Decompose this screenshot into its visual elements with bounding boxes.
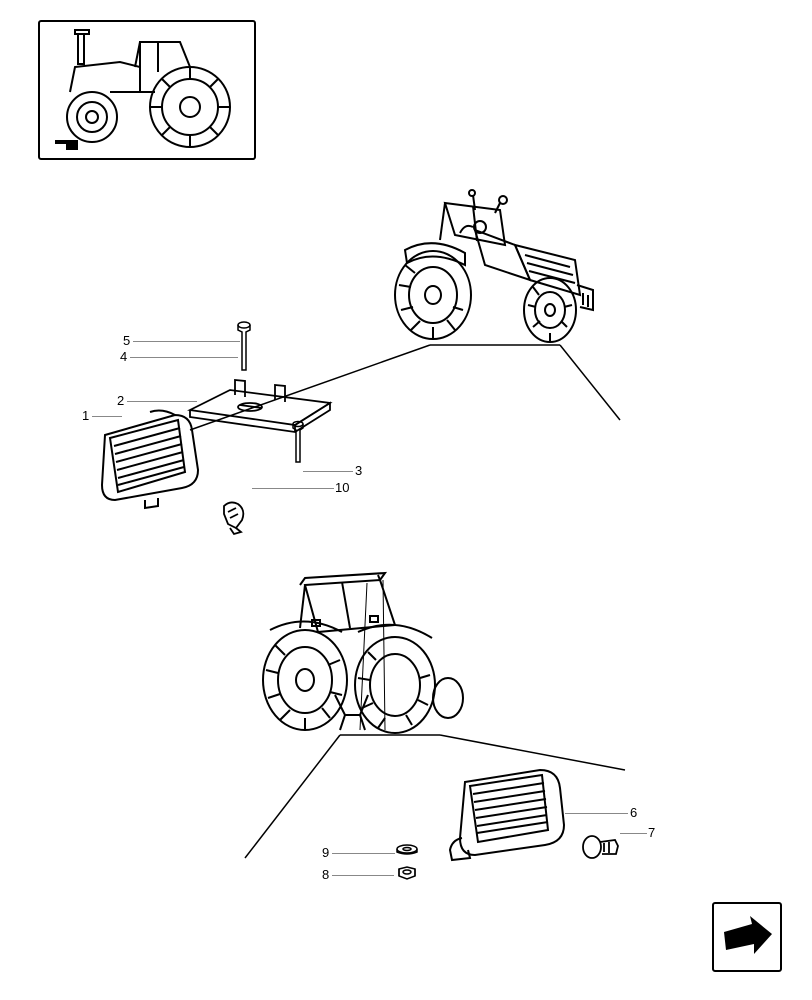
bulb-upper-icon xyxy=(216,498,254,536)
callout-1: 1 xyxy=(82,408,89,423)
nut-icon xyxy=(395,865,419,881)
lower-tractor-icon xyxy=(250,570,475,745)
leader-10 xyxy=(252,488,334,489)
callout-5: 5 xyxy=(123,333,130,348)
upper-tractor-icon xyxy=(385,185,605,355)
leader-6 xyxy=(565,813,628,814)
leader-4 xyxy=(130,357,238,358)
next-page-arrow-icon xyxy=(714,904,780,970)
bulb-lower-icon xyxy=(580,832,622,862)
callout-7: 7 xyxy=(648,825,655,840)
worklight-lower-icon xyxy=(440,760,570,865)
leader-1 xyxy=(92,416,122,417)
callout-9: 9 xyxy=(322,845,329,860)
leader-3 xyxy=(303,471,353,472)
next-page-box xyxy=(712,902,782,972)
locator-box xyxy=(38,20,256,160)
callout-6: 6 xyxy=(630,805,637,820)
callout-4: 4 xyxy=(120,349,127,364)
callout-10: 10 xyxy=(335,480,349,495)
callout-8: 8 xyxy=(322,867,329,882)
leader-9 xyxy=(332,853,395,854)
leader-8 xyxy=(332,875,394,876)
bolt-lower-icon xyxy=(292,420,304,465)
locator-tractor-icon xyxy=(40,22,254,158)
bolt-upper-icon xyxy=(237,320,251,375)
callout-2: 2 xyxy=(117,393,124,408)
leader-7 xyxy=(620,833,647,834)
leader-2 xyxy=(127,401,197,402)
leader-5 xyxy=(133,341,240,342)
washer-icon xyxy=(396,843,418,855)
callout-3: 3 xyxy=(355,463,362,478)
